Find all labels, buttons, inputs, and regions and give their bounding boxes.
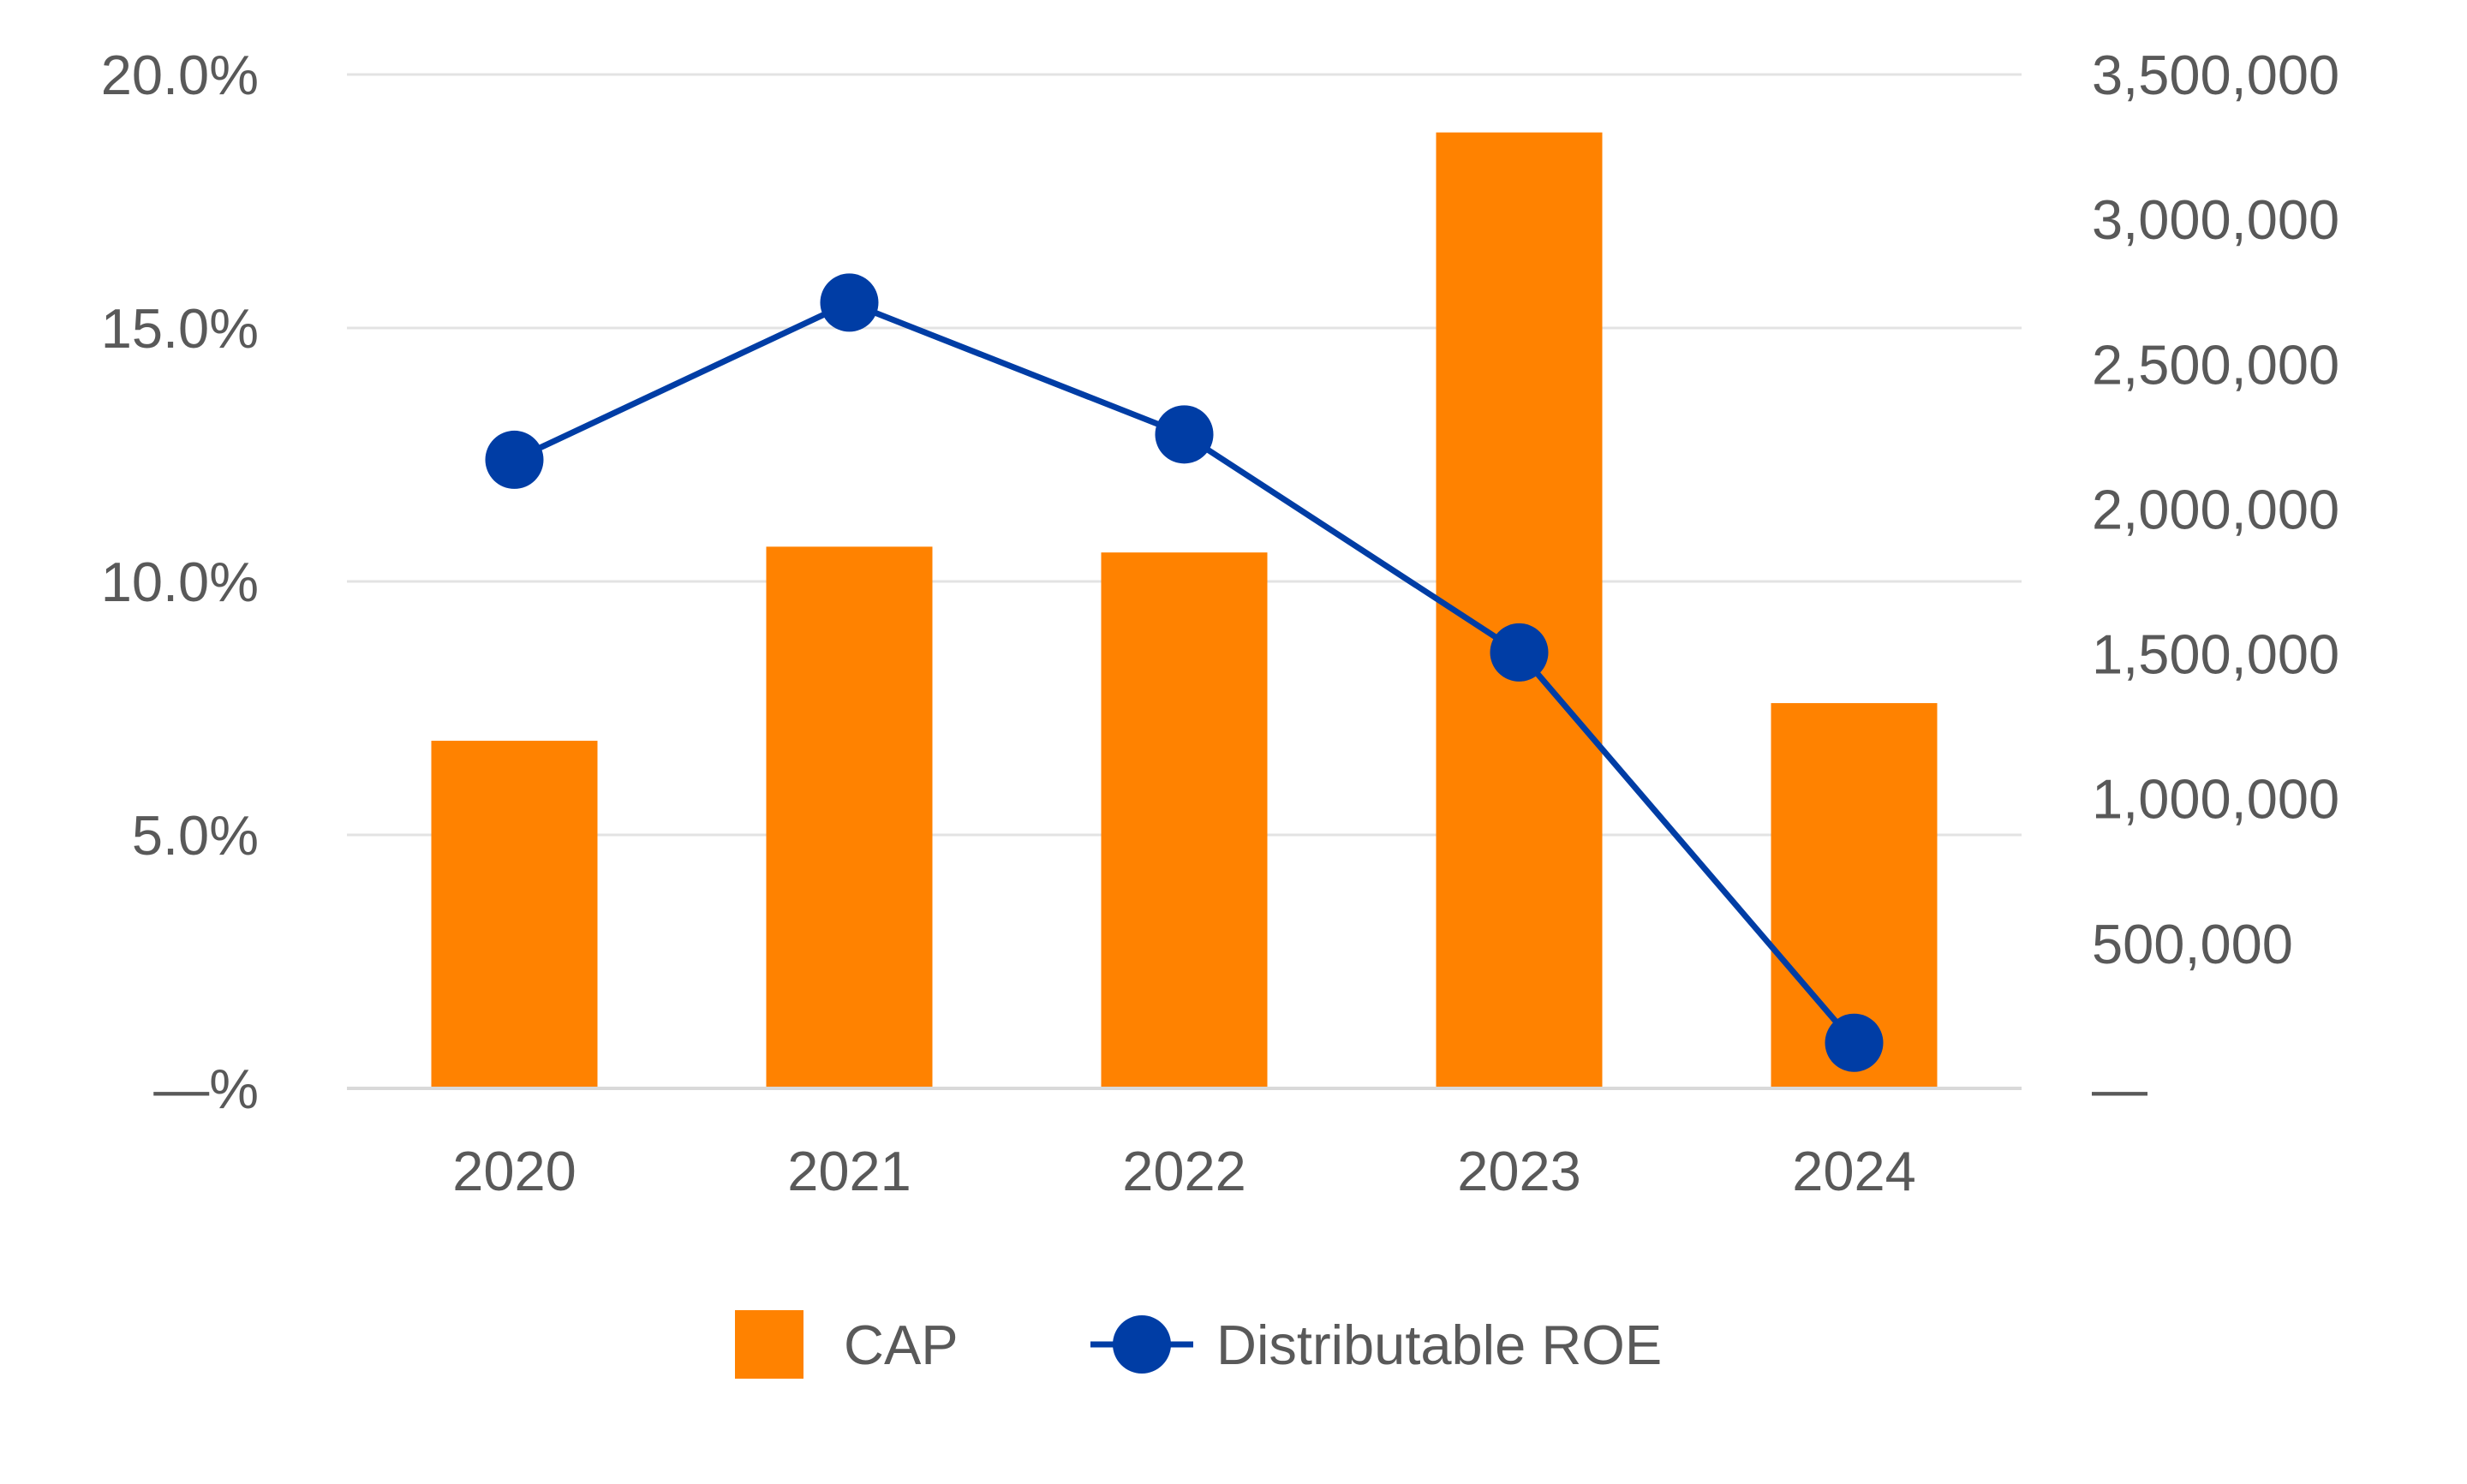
roe-point — [820, 273, 879, 332]
cap-bar — [1101, 552, 1268, 1087]
left-axis-tick-label: 10.0% — [101, 551, 259, 613]
roe-point — [1155, 405, 1214, 464]
axes: —% 5.0% 10.0% 15.0% 20.0% — 500,000 1,000,000 1,… — [101, 44, 2339, 1202]
right-axis-tick-label: 1,000,000 — [2092, 768, 2339, 831]
roe-point — [1490, 623, 1549, 682]
cap-bar — [766, 546, 933, 1087]
left-axis-tick-label: —% — [153, 1058, 259, 1120]
left-axis-tick-label: 15.0% — [101, 297, 259, 360]
legend: CAP Distributable ROE — [735, 1310, 1662, 1379]
right-axis-tick-label: — — [2092, 1058, 2147, 1120]
legend-cap-swatch — [735, 1310, 803, 1379]
roe-point — [485, 430, 544, 489]
left-axis-tick-label: 20.0% — [101, 44, 259, 106]
x-axis-category-label: 2023 — [1457, 1140, 1581, 1202]
cap-bars — [431, 132, 1938, 1088]
right-axis-tick-label: 3,500,000 — [2092, 44, 2339, 106]
right-axis-tick-label: 3,000,000 — [2092, 188, 2339, 251]
cap-bar — [431, 741, 598, 1087]
right-axis-tick-label: 1,500,000 — [2092, 623, 2339, 686]
cap-bar — [1436, 132, 1603, 1088]
x-axis-category-label: 2024 — [1792, 1140, 1916, 1202]
roe-line — [485, 273, 1884, 1072]
roe-point — [1825, 1013, 1884, 1072]
right-axis-tick-label: 2,500,000 — [2092, 333, 2339, 396]
right-axis-tick-label: 500,000 — [2092, 913, 2293, 975]
legend-roe-label: Distributable ROE — [1216, 1314, 1662, 1376]
x-axis-category-label: 2021 — [787, 1140, 911, 1202]
legend-cap-label: CAP — [844, 1314, 959, 1376]
left-axis-tick-label: 5.0% — [132, 804, 259, 867]
legend-roe-marker — [1113, 1315, 1171, 1374]
x-axis-category-label: 2020 — [452, 1140, 576, 1202]
right-axis-tick-label: 2,000,000 — [2092, 478, 2339, 540]
x-axis-category-label: 2022 — [1122, 1140, 1246, 1202]
